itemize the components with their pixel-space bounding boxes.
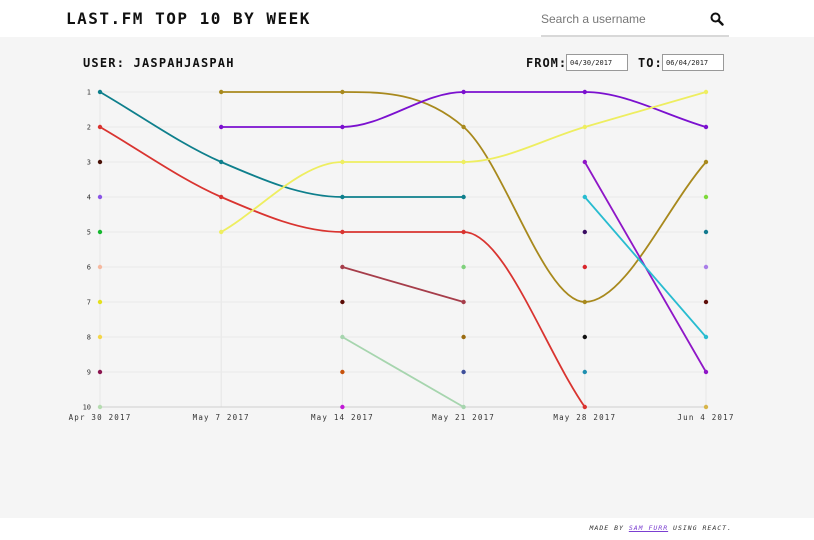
footer-prefix: MADE BY (589, 524, 629, 532)
main-panel: 1 2 3 4 5 6 7 8 9 10 Apr 30 2017 May 7 2017 May 14 2… (0, 37, 814, 518)
x-tick-label: May 7 2017 (193, 413, 250, 422)
chart-grid (99, 91, 707, 408)
footer: MADE BY SAM FURR USING REACT. (0, 518, 814, 540)
y-tick-label: 2 (87, 124, 91, 132)
series-line (584, 196, 707, 338)
data-point (340, 334, 345, 340)
data-point (582, 334, 587, 340)
series-line (99, 91, 464, 198)
data-point (461, 124, 466, 130)
data-point (582, 194, 587, 200)
data-point (461, 229, 466, 235)
data-point (582, 89, 587, 95)
data-point (219, 229, 224, 235)
y-tick-label: 7 (87, 299, 91, 307)
y-tick-label: 8 (87, 334, 91, 342)
series-line (99, 126, 586, 408)
app-title: LAST.FM TOP 10 BY WEEK (66, 9, 311, 28)
data-point (340, 89, 345, 95)
chart-points (97, 89, 709, 410)
y-tick-label: 5 (87, 229, 91, 237)
data-point (461, 404, 466, 410)
data-point (340, 404, 345, 410)
search-icon[interactable] (710, 12, 724, 26)
data-point (340, 229, 345, 235)
data-point (461, 299, 466, 305)
data-point (219, 159, 224, 165)
to-date-input[interactable] (662, 54, 724, 71)
data-point (461, 369, 466, 375)
data-point (97, 159, 103, 165)
data-point (340, 369, 345, 375)
to-label: TO: (638, 56, 663, 70)
data-point (97, 194, 103, 200)
data-point (703, 334, 709, 340)
y-tick-label: 6 (87, 264, 91, 272)
data-point (461, 334, 466, 340)
data-point (703, 124, 709, 130)
data-point (461, 194, 466, 200)
data-point (703, 194, 709, 200)
y-tick-label: 4 (87, 194, 91, 202)
data-point (340, 159, 345, 165)
footer-suffix: USING REACT. (668, 524, 732, 532)
series-line (341, 336, 465, 408)
data-point (703, 299, 709, 305)
user-label: USER: JASPAHJASPAH (83, 56, 235, 70)
data-point (582, 229, 587, 235)
data-point (340, 299, 345, 305)
data-point (97, 229, 103, 235)
data-point (703, 89, 709, 95)
footer-credit: MADE BY SAM FURR USING REACT. (590, 524, 733, 532)
x-tick-label: Jun 4 2017 (677, 413, 734, 422)
data-point (340, 194, 345, 200)
chart-lines (99, 91, 707, 408)
y-tick-label: 3 (87, 159, 91, 167)
data-point (97, 124, 103, 130)
data-point (703, 369, 709, 375)
data-point (97, 369, 103, 375)
data-point (582, 159, 587, 165)
x-tick-label: Apr 30 2017 (69, 413, 132, 422)
y-tick-label: 9 (87, 369, 91, 377)
series-line (342, 266, 464, 303)
app-header: LAST.FM TOP 10 BY WEEK (0, 0, 814, 37)
data-point (97, 264, 103, 270)
data-point (340, 264, 345, 270)
data-point (219, 194, 224, 200)
data-point (582, 369, 587, 375)
search-box (541, 8, 729, 37)
series-line (221, 91, 707, 303)
data-point (703, 229, 709, 235)
data-point (219, 124, 224, 130)
data-point (461, 159, 466, 165)
from-date-input[interactable] (566, 54, 628, 71)
data-point (97, 89, 103, 95)
data-point (703, 264, 709, 270)
data-point (97, 334, 103, 340)
y-tick-label: 1 (87, 89, 91, 97)
data-point (582, 404, 587, 410)
author-link[interactable]: SAM FURR (628, 524, 669, 532)
search-input[interactable] (541, 8, 706, 30)
data-point (461, 264, 466, 270)
from-label: FROM: (526, 56, 568, 70)
data-point (582, 124, 587, 130)
data-point (582, 299, 587, 305)
data-point (461, 89, 466, 95)
data-point (340, 124, 345, 130)
y-tick-label: 10 (83, 404, 91, 412)
data-point (97, 404, 103, 410)
data-point (219, 89, 224, 95)
x-tick-label: May 21 2017 (432, 413, 495, 422)
data-point (703, 404, 709, 410)
data-point (582, 264, 587, 270)
x-tick-label: May 28 2017 (553, 413, 616, 422)
data-point (97, 299, 103, 305)
data-point (703, 159, 709, 165)
x-tick-label: May 14 2017 (311, 413, 374, 422)
